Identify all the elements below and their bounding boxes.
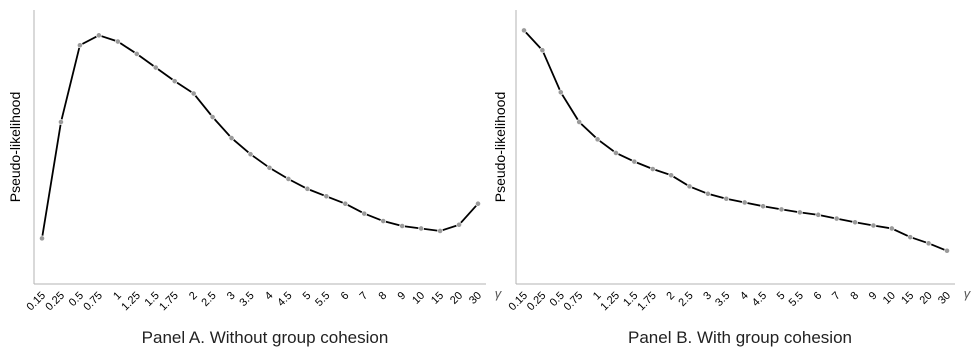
- panel-a-data-point: [475, 200, 481, 207]
- panel-a-data-point: [361, 210, 368, 217]
- panel-a-data-point: [380, 218, 387, 224]
- panel-a-x-tick-label: 2: [187, 290, 200, 303]
- panel-a-data-point: [437, 228, 443, 234]
- panel-a-x-tick-label: 5.5: [313, 290, 332, 309]
- panel-b-x-tick-label: 0.15: [506, 290, 530, 314]
- panel-a-data-point: [114, 38, 121, 45]
- panel-b-x-tick-label: 5.5: [787, 290, 806, 309]
- panel-b-x-tick-label: 1.75: [635, 290, 659, 314]
- panel-b-data-point: [907, 234, 914, 241]
- panel-a-data-point: [418, 225, 425, 232]
- panel-a-data-point: [323, 193, 330, 200]
- panel-b-data-point: [521, 27, 527, 34]
- panel-b-data-point: [686, 183, 693, 190]
- panel-a-title: Panel A. Without group cohesion: [142, 328, 389, 347]
- panel-a-data-point: [266, 164, 273, 171]
- panel-b-x-tick-label: 8: [848, 290, 861, 303]
- panel-b-x-tick-label: 15: [899, 290, 916, 307]
- panel-a-x-tick-label: 6: [339, 290, 352, 303]
- panel-a-data-point: [133, 51, 140, 57]
- panel-b-data-point: [723, 195, 730, 202]
- panel-b-series-line: [523, 29, 948, 252]
- panel-a-data-point: [171, 78, 178, 85]
- panel-b-data-point: [741, 199, 748, 206]
- panel-b-data-point: [778, 206, 785, 213]
- panel-a-data-point: [39, 235, 45, 242]
- panel-b-data-point: [557, 89, 564, 96]
- panel-b-data-point: [833, 215, 840, 222]
- panel-a-x-tick-label: 8: [377, 290, 390, 303]
- panel-b-x-tick-label: 30: [936, 290, 953, 307]
- panel-a-x-tick-label: 20: [448, 290, 465, 307]
- panel-b-data-point: [944, 247, 950, 254]
- panel-a-x-axis-label: γ: [495, 286, 503, 301]
- panel-b-data-point: [796, 209, 803, 216]
- panel-a-x-tick-label: 5: [301, 290, 314, 303]
- panel-a-data-point: [190, 90, 197, 97]
- panel-b-x-tick-label: 1.25: [598, 290, 622, 314]
- panel-b-title: Panel B. With group cohesion: [628, 328, 852, 347]
- panel-a-x-tick-label: 3.5: [237, 290, 256, 309]
- panel-b-x-tick-label: 7: [830, 290, 843, 303]
- panel-b-x-axis-label: γ: [964, 286, 972, 301]
- panel-a-x-tick-label: 1: [111, 290, 124, 303]
- panel-a-x-tick-label: 9: [395, 290, 408, 303]
- panel-a-data-point: [228, 135, 235, 141]
- panel-b-x-tick-label: 9: [867, 290, 880, 303]
- panel-b-data-point: [815, 211, 822, 218]
- panel-a-x-tick-label: 15: [429, 290, 446, 307]
- panel-a-y-axis-label: Pseudo-likelihood: [7, 92, 23, 203]
- panel-a-x-tick-label: 0.15: [24, 290, 48, 314]
- panel-b-data-point: [613, 150, 619, 156]
- panel-a-data-point: [95, 32, 102, 39]
- panel-a-x-tick-label: 10: [410, 290, 427, 307]
- panel-b-x-tick-label: 10: [881, 290, 898, 307]
- panel-b-data-point: [888, 225, 895, 232]
- panel-b-data-point: [539, 47, 546, 54]
- panel-b-x-tick-label: 0.75: [562, 290, 586, 314]
- panel-b-y-axis-label: Pseudo-likelihood: [492, 92, 508, 203]
- panel-a-x-tick-label: 1.25: [119, 290, 143, 314]
- panel-b-x-tick-label: 20: [918, 290, 935, 307]
- panel-b-x-tick-label: 0.25: [525, 290, 549, 314]
- panel-a-data-point: [209, 114, 216, 120]
- panel-a-x-tick-label: 30: [467, 290, 484, 307]
- panel-a-data-point: [77, 42, 83, 49]
- panel-a-series-line: [41, 34, 479, 239]
- panel-a-data-point: [152, 64, 159, 71]
- panel-b-data-point: [594, 136, 601, 143]
- panel-a-x-tick-label: 2.5: [199, 290, 218, 309]
- panel-b-data-point: [705, 190, 711, 197]
- panel-b-data-point: [870, 222, 877, 229]
- panel-b-data-point: [760, 203, 766, 210]
- panel-a-x-tick-label: 4: [263, 290, 276, 303]
- panel-a-data-point: [247, 151, 254, 158]
- panel-a-x-tick-label: 0.75: [81, 290, 105, 314]
- panel-b-data-point: [668, 172, 675, 179]
- panel-a-data-point: [285, 176, 292, 182]
- panel-a-x-tick-label: 1.75: [157, 290, 181, 314]
- panel-a-data-point: [342, 200, 349, 207]
- panel-a-x-tick-label: 3: [225, 290, 238, 303]
- panel-a-data-point: [399, 223, 406, 229]
- panel-a-data-point: [304, 185, 311, 192]
- panel-a-x-tick-label: 4.5: [275, 290, 294, 309]
- panel-b-data-point: [925, 240, 932, 247]
- panel-b-x-tick-label: 2.5: [676, 290, 695, 309]
- panel-a-data-point: [456, 221, 462, 228]
- panel-a-data-point: [58, 119, 64, 125]
- panel-b-data-point: [631, 158, 638, 165]
- panel-b-x-tick-label: 3.5: [713, 290, 732, 309]
- panel-b-data-point: [852, 219, 858, 226]
- panel-b-x-tick-label: 6: [812, 290, 825, 303]
- panel-a-x-tick-label: 0.25: [43, 290, 67, 314]
- panel-b-data-point: [576, 119, 583, 125]
- panel-a-x-tick-label: 7: [358, 290, 371, 303]
- panel-b-x-tick-label: 4.5: [750, 290, 769, 309]
- panel-b-data-point: [649, 166, 656, 172]
